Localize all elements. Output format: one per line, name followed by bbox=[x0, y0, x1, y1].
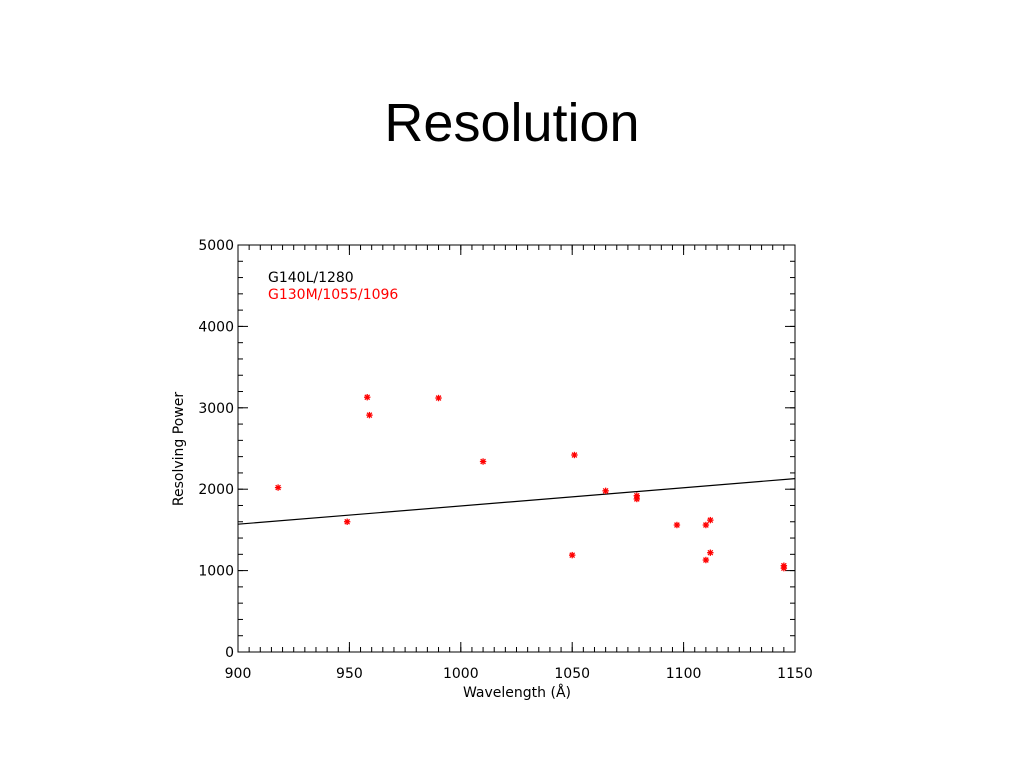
x-tick-label: 1050 bbox=[554, 666, 590, 682]
data-point bbox=[366, 411, 373, 419]
legend-entry-0: G140L/1280 bbox=[268, 270, 354, 286]
series-line-0 bbox=[237, 478, 796, 525]
x-tick-label: 1150 bbox=[777, 666, 813, 682]
y-tick-label: 0 bbox=[225, 645, 234, 661]
x-tick-label: 1000 bbox=[443, 666, 479, 682]
data-point bbox=[571, 451, 578, 459]
slide-title: Resolution bbox=[384, 93, 640, 153]
plot-frame bbox=[237, 244, 796, 653]
data-point bbox=[673, 521, 681, 529]
x-tick-label: 1100 bbox=[666, 666, 702, 682]
data-point bbox=[702, 556, 710, 564]
data-point bbox=[707, 549, 714, 556]
data-point bbox=[435, 394, 442, 402]
data-point bbox=[780, 564, 788, 572]
y-tick-label: 5000 bbox=[198, 238, 234, 254]
x-tick-label: 900 bbox=[225, 666, 252, 682]
x-tick-label: 950 bbox=[336, 666, 363, 682]
y-axis-label: Resolving Power bbox=[171, 392, 187, 506]
data-point bbox=[707, 516, 714, 524]
data-point bbox=[343, 518, 351, 525]
data-point bbox=[702, 521, 710, 529]
y-tick-label: 3000 bbox=[198, 401, 234, 417]
x-axis-label: Wavelength (Å) bbox=[463, 684, 571, 701]
data-point bbox=[479, 458, 487, 465]
data-point bbox=[274, 484, 282, 491]
y-tick-label: 2000 bbox=[198, 482, 234, 498]
data-point bbox=[602, 487, 609, 495]
data-point bbox=[569, 551, 576, 559]
data-point bbox=[633, 495, 641, 503]
y-tick-label: 4000 bbox=[198, 319, 234, 335]
data-point bbox=[364, 394, 371, 401]
y-tick-label: 1000 bbox=[198, 564, 234, 580]
legend-entry-1: G130M/1055/1096 bbox=[268, 287, 398, 303]
